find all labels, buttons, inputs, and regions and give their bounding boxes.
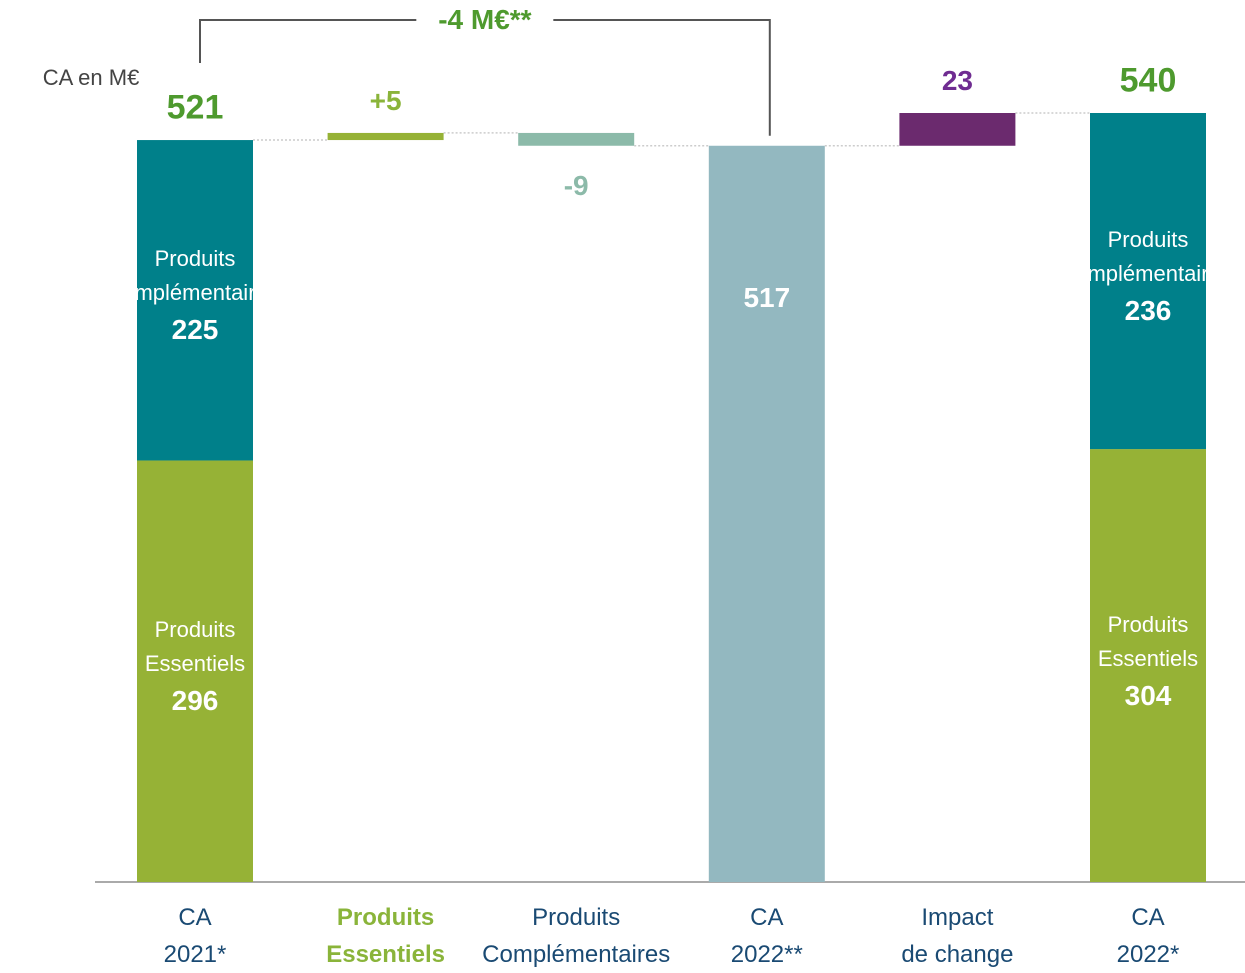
segment-label: Produits Essentiels 296: [145, 613, 245, 721]
unit-label: CA en M€: [42, 65, 140, 90]
bar-segment: [1090, 113, 1206, 450]
bar: [899, 113, 1016, 146]
x-tick-label: Produits: [336, 904, 435, 931]
x-tick-label: 2021*: [163, 941, 227, 968]
x-tick-label: 2022**: [730, 941, 803, 968]
segment-label: Produits Essentiels 304: [1098, 608, 1198, 716]
x-tick-label: CA: [178, 904, 212, 931]
delta-label: +5: [369, 84, 402, 116]
segment-label: Produits complémentaires 236: [1064, 223, 1232, 331]
x-tick-label: Complémentaires: [482, 941, 671, 968]
segment-name: Produits Essentiels: [1097, 611, 1199, 671]
segment-value: 225: [171, 314, 219, 346]
bar-segment: [137, 460, 253, 882]
total-label: 521: [166, 88, 224, 127]
bar: [518, 132, 635, 146]
bar: [327, 132, 444, 141]
segment-name: Produits Essentiels: [144, 617, 246, 677]
x-tick-label: de change: [901, 941, 1014, 968]
segment-name: Produits complémentaires: [1064, 227, 1232, 287]
x-tick-label: CA: [750, 904, 784, 931]
total-label: 517: [743, 281, 791, 313]
bar: [708, 145, 825, 882]
bracket-label: -4 M€**: [416, 4, 554, 36]
x-tick-label: Produits: [532, 904, 621, 931]
bar-segment: [1090, 449, 1206, 882]
delta-label: -9: [563, 169, 589, 201]
x-tick-label: 2022*: [1116, 941, 1180, 968]
delta-label: 23: [941, 65, 973, 96]
total-label: 540: [1119, 61, 1177, 100]
x-tick-label: CA: [1131, 904, 1165, 931]
segment-value: 236: [1124, 295, 1172, 327]
segment-value: 296: [171, 685, 219, 717]
segment-name: Produits complémentaires: [111, 246, 279, 306]
x-tick-label: Impact: [921, 904, 994, 931]
segment-value: 304: [1124, 679, 1172, 711]
bracket: [199, 19, 771, 136]
x-tick-label: Essentiels: [326, 941, 445, 968]
bar-segment: [137, 140, 253, 461]
segment-label: Produits complémentaires 225: [111, 242, 279, 350]
